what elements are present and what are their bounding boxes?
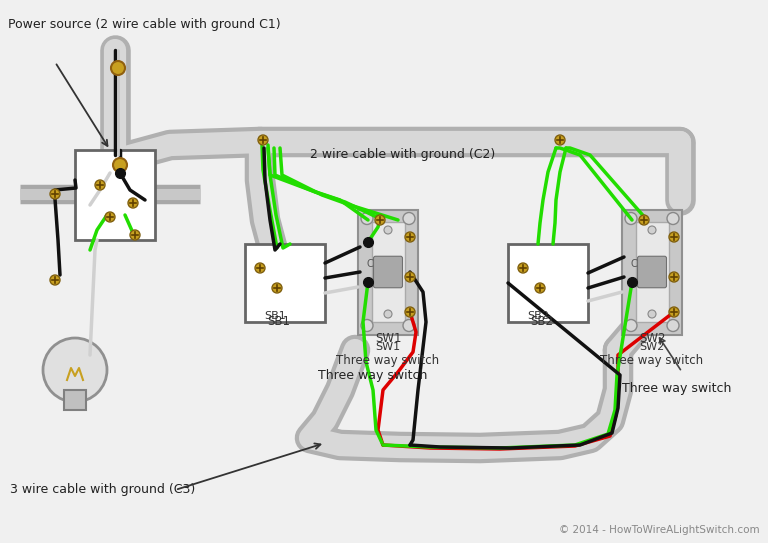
Circle shape: [625, 212, 637, 224]
Text: SB1: SB1: [267, 315, 290, 328]
Circle shape: [361, 212, 373, 224]
Circle shape: [361, 319, 373, 331]
Text: SW1: SW1: [375, 332, 401, 345]
Text: 2 wire cable with ground (C2): 2 wire cable with ground (C2): [310, 148, 495, 161]
Circle shape: [648, 226, 656, 234]
Bar: [622, 210, 682, 334]
Bar: [508, 244, 588, 322]
Text: © 2014 - HowToWireALightSwitch.com: © 2014 - HowToWireALightSwitch.com: [559, 525, 760, 535]
Circle shape: [405, 307, 415, 317]
Circle shape: [111, 61, 125, 75]
Circle shape: [95, 180, 105, 190]
Circle shape: [403, 212, 415, 224]
Circle shape: [113, 158, 127, 172]
Circle shape: [625, 319, 637, 331]
Circle shape: [648, 310, 656, 318]
Circle shape: [669, 307, 679, 317]
Circle shape: [669, 272, 679, 282]
Circle shape: [128, 198, 138, 208]
Text: SB2: SB2: [527, 311, 549, 321]
Circle shape: [405, 232, 415, 242]
Circle shape: [43, 338, 107, 402]
Bar: [245, 244, 325, 322]
Text: C: C: [631, 259, 637, 269]
Circle shape: [384, 310, 392, 318]
Circle shape: [105, 212, 115, 222]
Circle shape: [258, 135, 268, 145]
Text: SW1: SW1: [376, 342, 401, 352]
Circle shape: [50, 275, 60, 285]
Text: SB2: SB2: [530, 315, 553, 328]
Text: Three way switch: Three way switch: [601, 354, 703, 367]
Text: 3 wire cable with ground (C3): 3 wire cable with ground (C3): [10, 483, 195, 496]
Text: Power source (2 wire cable with ground C1): Power source (2 wire cable with ground C…: [8, 18, 280, 31]
Circle shape: [639, 215, 649, 225]
Circle shape: [535, 283, 545, 293]
Bar: [372, 222, 405, 322]
Circle shape: [403, 319, 415, 331]
Circle shape: [272, 283, 282, 293]
Circle shape: [555, 135, 565, 145]
Text: Three way switch: Three way switch: [622, 382, 732, 395]
Text: SB1: SB1: [264, 311, 286, 321]
Text: C: C: [366, 259, 373, 269]
Circle shape: [669, 232, 679, 242]
Circle shape: [375, 215, 385, 225]
Circle shape: [667, 319, 679, 331]
Text: Three way switch: Three way switch: [318, 369, 428, 382]
Text: SW2: SW2: [639, 332, 665, 345]
Circle shape: [255, 263, 265, 273]
Circle shape: [518, 263, 528, 273]
Bar: [64, 390, 86, 410]
Circle shape: [130, 230, 140, 240]
Circle shape: [384, 226, 392, 234]
Circle shape: [50, 189, 60, 199]
FancyBboxPatch shape: [637, 256, 667, 288]
Circle shape: [405, 272, 415, 282]
FancyBboxPatch shape: [373, 256, 402, 288]
Bar: [635, 222, 668, 322]
Circle shape: [667, 212, 679, 224]
Bar: [358, 210, 418, 334]
Text: SW2: SW2: [640, 342, 664, 352]
Text: Three way switch: Three way switch: [336, 354, 439, 367]
Bar: [75, 150, 155, 240]
